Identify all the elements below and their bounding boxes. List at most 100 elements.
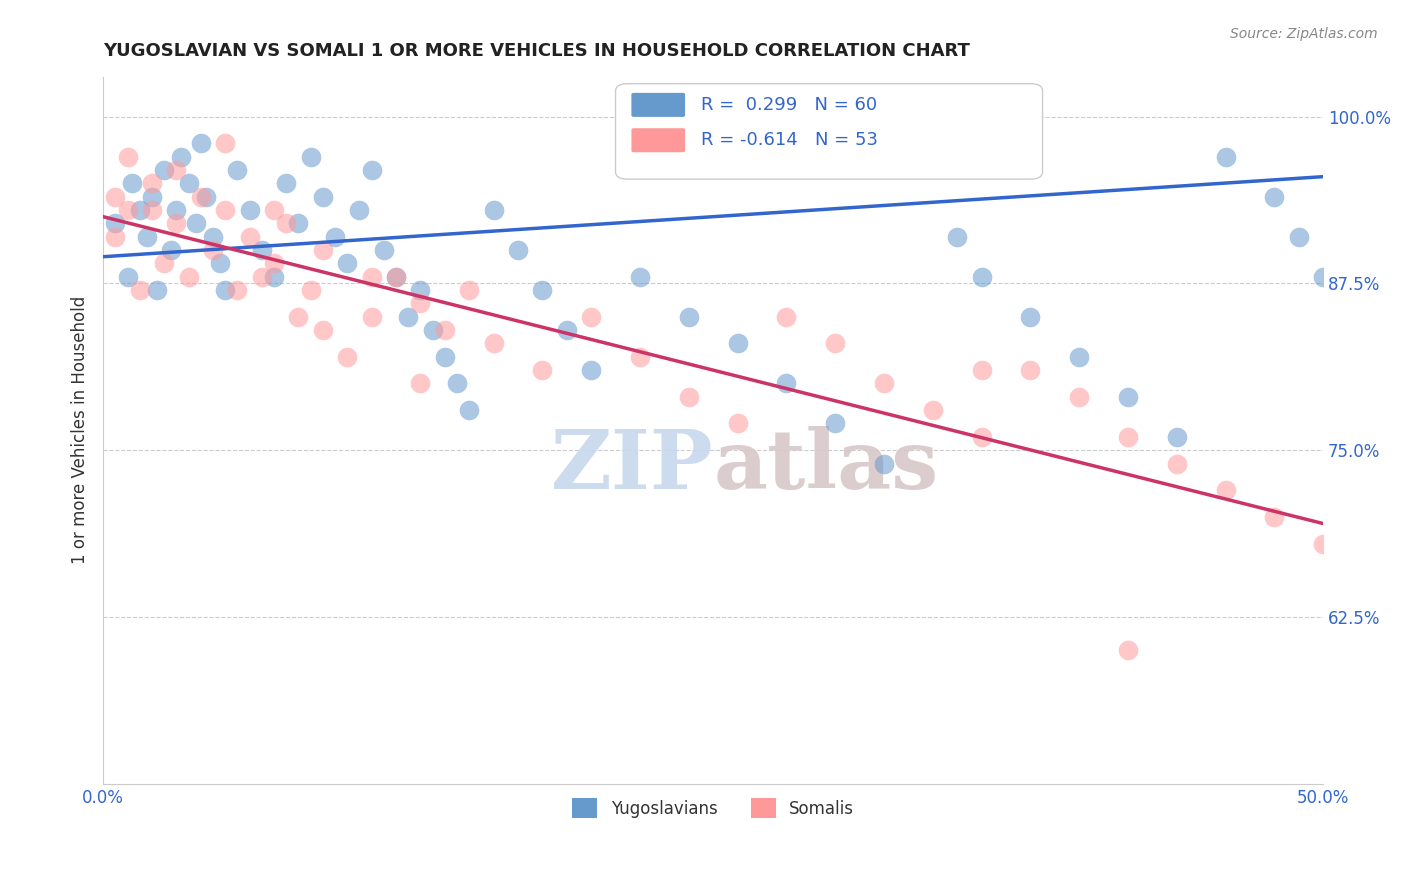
Point: [136, 229, 159, 244]
Point: [312, 189, 335, 203]
Point: [170, 150, 193, 164]
Point: [250, 269, 273, 284]
Y-axis label: 1 or more Vehicles in Household: 1 or more Vehicles in Household: [72, 296, 89, 565]
Text: Source: ZipAtlas.com: Source: ZipAtlas.com: [1230, 27, 1378, 41]
Point: [531, 363, 554, 377]
Point: [385, 269, 408, 284]
Point: [1215, 150, 1237, 164]
Point: [299, 150, 322, 164]
Point: [555, 323, 578, 337]
Point: [396, 310, 419, 324]
Point: [128, 202, 150, 217]
Text: R =  0.299   N = 60: R = 0.299 N = 60: [702, 95, 877, 114]
Point: [238, 229, 260, 244]
Point: [409, 296, 432, 310]
Point: [263, 269, 285, 284]
Point: [250, 243, 273, 257]
FancyBboxPatch shape: [631, 93, 685, 117]
Point: [201, 229, 224, 244]
Point: [153, 163, 176, 178]
Point: [1019, 363, 1042, 377]
Point: [287, 310, 309, 324]
Point: [1166, 457, 1188, 471]
Point: [873, 376, 896, 391]
Point: [921, 403, 943, 417]
Point: [422, 323, 444, 337]
Point: [970, 363, 993, 377]
Point: [214, 136, 236, 151]
Point: [287, 216, 309, 230]
Point: [160, 243, 183, 257]
Point: [238, 202, 260, 217]
Point: [1263, 189, 1285, 203]
Text: R = -0.614   N = 53: R = -0.614 N = 53: [702, 131, 877, 149]
Point: [579, 363, 602, 377]
Point: [312, 243, 335, 257]
Point: [117, 202, 139, 217]
Point: [141, 189, 163, 203]
Point: [1069, 390, 1091, 404]
Point: [201, 243, 224, 257]
Point: [360, 269, 382, 284]
Point: [1116, 430, 1139, 444]
Point: [775, 376, 797, 391]
Text: atlas: atlas: [713, 425, 938, 506]
Point: [1116, 390, 1139, 404]
Point: [214, 202, 236, 217]
Point: [409, 376, 432, 391]
Point: [117, 150, 139, 164]
Point: [177, 177, 200, 191]
Text: YUGOSLAVIAN VS SOMALI 1 OR MORE VEHICLES IN HOUSEHOLD CORRELATION CHART: YUGOSLAVIAN VS SOMALI 1 OR MORE VEHICLES…: [103, 42, 970, 60]
Point: [146, 283, 169, 297]
Point: [276, 216, 298, 230]
Point: [104, 216, 127, 230]
Point: [153, 256, 176, 270]
Point: [128, 283, 150, 297]
FancyBboxPatch shape: [616, 84, 1042, 179]
Point: [117, 269, 139, 284]
Point: [373, 243, 395, 257]
Point: [1019, 310, 1042, 324]
Point: [263, 256, 285, 270]
Point: [190, 136, 212, 151]
Point: [433, 350, 456, 364]
Point: [727, 336, 749, 351]
Point: [678, 310, 700, 324]
Point: [678, 390, 700, 404]
Point: [1116, 643, 1139, 657]
Point: [970, 269, 993, 284]
Point: [226, 283, 249, 297]
Point: [336, 350, 359, 364]
Point: [194, 189, 217, 203]
Point: [360, 310, 382, 324]
Point: [214, 283, 236, 297]
Point: [873, 457, 896, 471]
Point: [323, 229, 346, 244]
Point: [177, 269, 200, 284]
Text: ZIP: ZIP: [551, 425, 713, 506]
Point: [482, 336, 505, 351]
Point: [141, 202, 163, 217]
Point: [1215, 483, 1237, 498]
Point: [628, 350, 651, 364]
Point: [104, 229, 127, 244]
Point: [336, 256, 359, 270]
Point: [970, 430, 993, 444]
Point: [409, 283, 432, 297]
Point: [360, 163, 382, 178]
Point: [165, 202, 187, 217]
Point: [1312, 536, 1334, 550]
Point: [184, 216, 207, 230]
Point: [506, 243, 529, 257]
Point: [312, 323, 335, 337]
Point: [104, 189, 127, 203]
Point: [165, 163, 187, 178]
Point: [824, 417, 846, 431]
Point: [141, 177, 163, 191]
Point: [1312, 269, 1334, 284]
Point: [579, 310, 602, 324]
Point: [190, 189, 212, 203]
Point: [349, 202, 371, 217]
Point: [209, 256, 232, 270]
Point: [276, 177, 298, 191]
